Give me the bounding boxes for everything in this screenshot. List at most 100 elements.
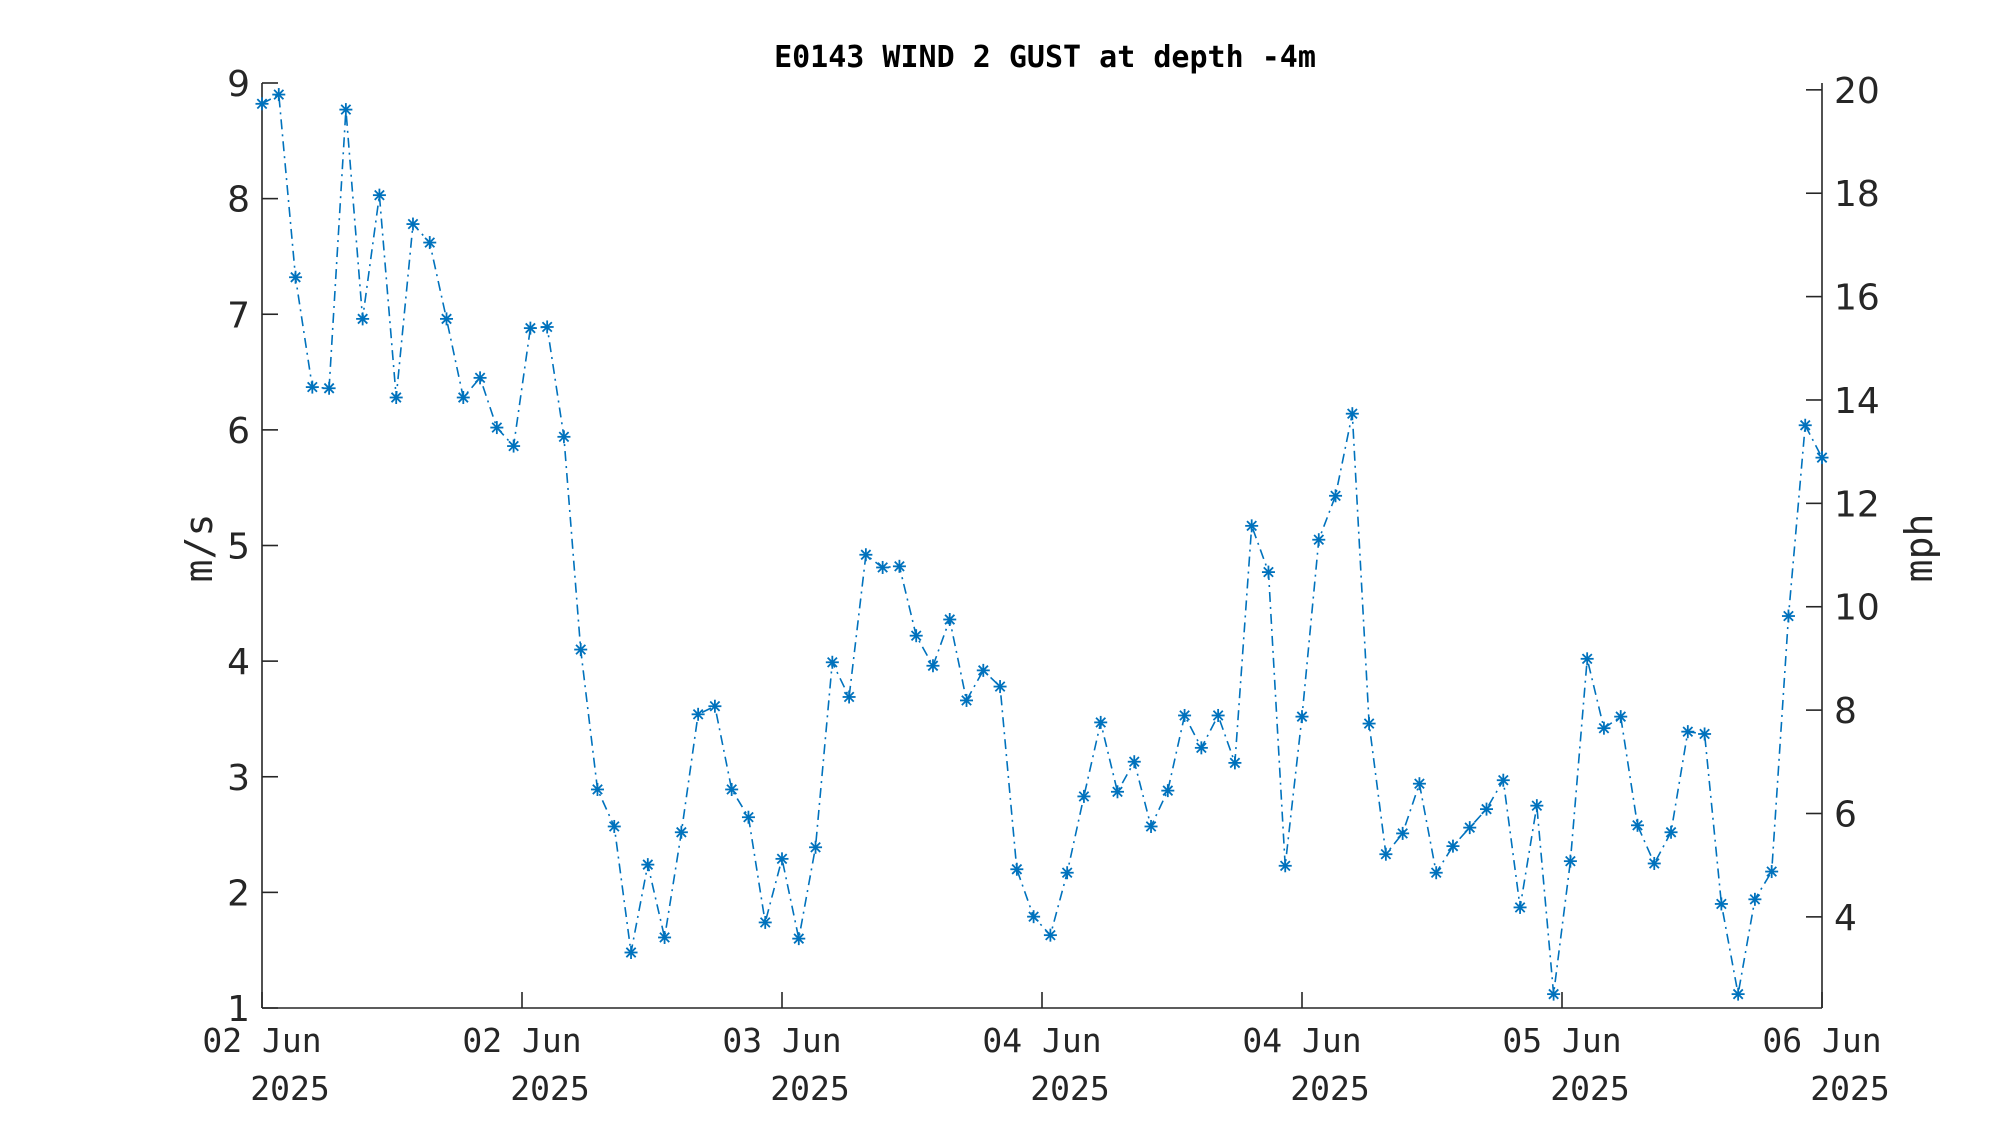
data-point [1278, 859, 1292, 873]
data-point [624, 946, 638, 959]
x-tick-label-year: 2025 [510, 1069, 589, 1108]
data-point [1530, 799, 1544, 813]
data-point [1345, 407, 1359, 421]
right-y-tick-label: 20 [1834, 71, 1880, 112]
x-tick-label-year: 2025 [770, 1069, 849, 1108]
left-y-axis-label: m/s [177, 514, 221, 583]
x-tick-label-date: 04 Jun [1242, 1021, 1361, 1060]
data-point [943, 613, 957, 626]
data-point [725, 782, 739, 796]
data-point [1329, 489, 1343, 503]
data-point [1362, 717, 1376, 731]
data-point [1597, 721, 1611, 735]
left-y-tick-label: 8 [227, 180, 250, 221]
data-point [1144, 819, 1158, 833]
data-point [1681, 725, 1695, 739]
data-point [960, 693, 974, 707]
right-y-tick-label: 6 [1834, 794, 1857, 835]
left-y-tick-label: 7 [227, 295, 250, 336]
data-point [1161, 784, 1175, 798]
data-point [842, 690, 856, 704]
data-point [1714, 897, 1728, 911]
left-y-ticks: 1 2 3 4 5 6 7 8 9 [227, 64, 278, 1030]
data-point [490, 421, 504, 435]
data-point [1312, 533, 1326, 547]
data-point [892, 559, 906, 573]
x-tick-label-date: 02 Jun [202, 1021, 321, 1060]
data-point [775, 852, 789, 866]
data-point [1580, 652, 1594, 666]
data-point [1379, 847, 1393, 861]
data-point [926, 659, 940, 673]
data-point [641, 858, 655, 872]
right-y-ticks: 4 6 8 10 12 14 16 18 20 [1806, 71, 1880, 939]
data-point [658, 930, 672, 944]
data-point [1110, 785, 1124, 799]
left-y-tick-label: 2 [227, 873, 250, 914]
x-tick-label-year: 2025 [1290, 1069, 1369, 1108]
data-point [1429, 866, 1443, 880]
data-point [758, 915, 772, 929]
data-point [792, 932, 806, 946]
data-point [1094, 715, 1108, 729]
data-point [1027, 910, 1041, 924]
x-tick-label-year: 2025 [1810, 1069, 1889, 1108]
left-y-tick-label: 1 [227, 989, 250, 1030]
right-y-tick-label: 18 [1834, 174, 1880, 215]
data-point [1563, 854, 1577, 868]
data-point [1194, 741, 1208, 755]
x-tick-label-year: 2025 [1030, 1069, 1109, 1108]
right-y-tick-label: 4 [1834, 898, 1857, 939]
data-point [540, 320, 554, 334]
data-point [809, 840, 823, 854]
data-point [406, 217, 420, 231]
data-point [1228, 756, 1242, 770]
data-point [339, 103, 353, 117]
data-point [1496, 773, 1510, 787]
data-point [909, 629, 923, 643]
data-point [1060, 866, 1074, 880]
data-point [372, 188, 386, 202]
data-point [1043, 928, 1057, 942]
right-y-axis-label: mph [1897, 514, 1941, 583]
left-y-tick-label: 6 [227, 411, 250, 452]
data-point [1748, 892, 1762, 906]
data-point [1396, 826, 1410, 840]
data-point [1178, 708, 1192, 722]
data-point [708, 699, 722, 713]
data-point [1211, 708, 1225, 722]
data-point [1463, 821, 1477, 835]
data-point [356, 312, 370, 326]
data-point [1647, 856, 1661, 870]
left-y-tick-label: 4 [227, 642, 250, 683]
data-point [1664, 825, 1678, 839]
data-point [607, 819, 621, 833]
data-point [1698, 727, 1712, 741]
x-tick-label-year: 2025 [250, 1069, 329, 1108]
data-point [389, 391, 403, 404]
data-point [1781, 609, 1795, 623]
left-y-tick-label: 3 [227, 758, 250, 799]
data-point [976, 663, 990, 677]
data-point [1513, 900, 1527, 914]
x-tick-label-date: 04 Jun [982, 1021, 1101, 1060]
x-tick-label-date: 05 Jun [1502, 1021, 1621, 1060]
data-point [1614, 710, 1628, 724]
x-tick-label-date: 06 Jun [1762, 1021, 1881, 1060]
data-point [523, 321, 537, 335]
data-point [1010, 862, 1024, 876]
plot-area [261, 83, 1823, 1009]
data-point [674, 825, 688, 839]
data-point [1295, 710, 1309, 724]
data-point [876, 560, 890, 574]
data-point [322, 381, 336, 395]
left-y-tick-label: 5 [227, 527, 250, 568]
data-point [423, 236, 437, 250]
x-ticks: 02 Jun 2025 02 Jun 2025 03 Jun 2025 04 Jun 2025… [202, 992, 1890, 1108]
data-point [1798, 418, 1812, 432]
data-point [1261, 565, 1275, 579]
data-point [440, 312, 454, 326]
data-point [305, 380, 319, 394]
data-point [1127, 755, 1141, 769]
right-y-tick-label: 12 [1834, 484, 1880, 525]
